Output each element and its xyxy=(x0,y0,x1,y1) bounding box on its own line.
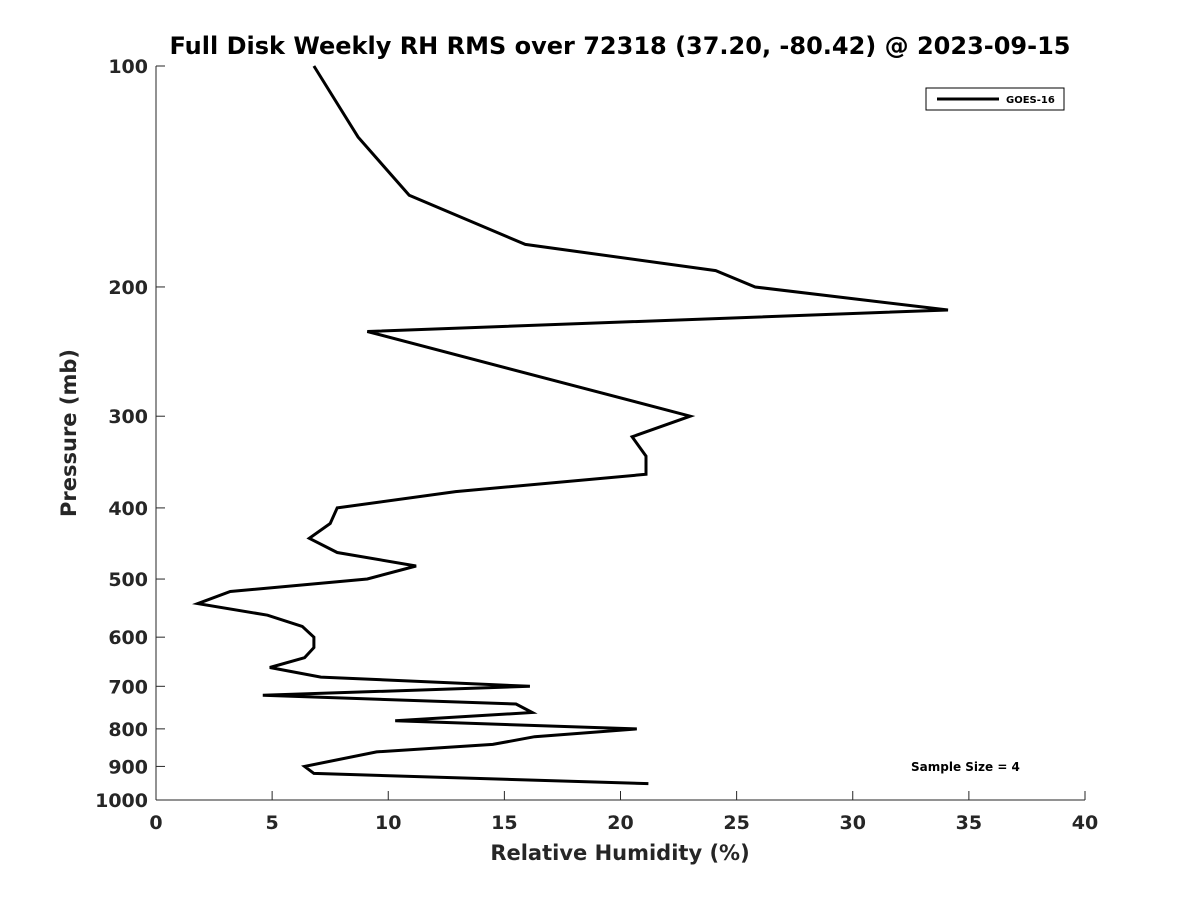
y-tick-label: 800 xyxy=(108,719,148,741)
x-ticks: 0 5 10 15 20 25 30 35 40 xyxy=(149,791,1098,834)
y-tick-label: 200 xyxy=(108,277,148,299)
y-tick-label: 500 xyxy=(108,569,148,591)
x-tick-label: 35 xyxy=(956,812,982,834)
y-tick-label: 100 xyxy=(108,56,148,78)
x-tick-label: 30 xyxy=(840,812,866,834)
x-tick-label: 40 xyxy=(1072,812,1098,834)
y-tick-label: 900 xyxy=(108,756,148,778)
x-tick-label: 20 xyxy=(607,812,633,834)
plot-axes xyxy=(155,66,1085,801)
legend-entry-goes16: GOES-16 xyxy=(1006,95,1055,106)
y-ticks: 100 200 300 400 500 600 700 800 900 1000 xyxy=(95,56,165,812)
sample-size-annotation: Sample Size = 4 xyxy=(911,760,1020,774)
x-tick-label: 15 xyxy=(491,812,517,834)
y-tick-label: 600 xyxy=(108,627,148,649)
legend: GOES-16 xyxy=(925,87,1065,111)
x-tick-label: 10 xyxy=(375,812,401,834)
y-tick-label: 400 xyxy=(108,498,148,520)
series-layer xyxy=(192,65,949,786)
y-tick-label: 1000 xyxy=(95,790,148,812)
y-axis-label: Pressure (mb) xyxy=(57,349,81,517)
series-line-goes-16 xyxy=(192,65,949,786)
x-tick-label: 25 xyxy=(723,812,749,834)
y-tick-label: 700 xyxy=(108,676,148,698)
x-axis-label: Relative Humidity (%) xyxy=(490,841,749,865)
y-tick-label: 300 xyxy=(108,406,148,428)
chart-title: Full Disk Weekly RH RMS over 72318 (37.2… xyxy=(169,32,1070,60)
x-tick-label: 5 xyxy=(266,812,279,834)
x-tick-label: 0 xyxy=(149,812,162,834)
